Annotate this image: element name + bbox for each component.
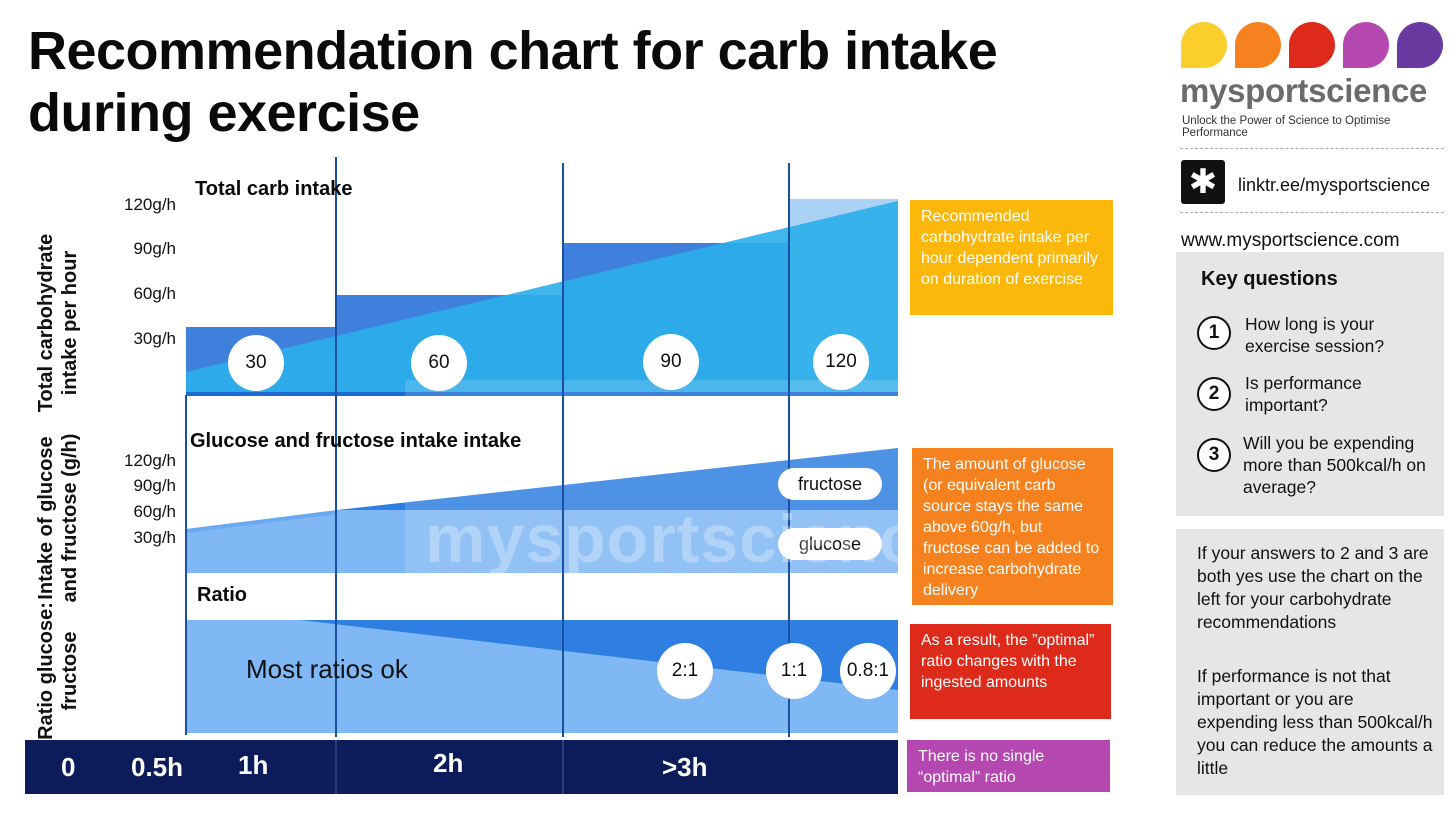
panel1-baseline — [186, 392, 898, 396]
panel1-title: Total carb intake — [195, 178, 353, 200]
p2-ytick-30: 30g/h — [133, 528, 176, 547]
advice-text-2: If performance is not that important or … — [1197, 666, 1433, 778]
p1-ytick-30: 30g/h — [133, 329, 176, 348]
time-tick-3h: >3h — [662, 752, 708, 782]
axis-left — [185, 395, 187, 735]
fructose-label: fructose — [778, 468, 882, 500]
p1-ytick-120: 120g/h — [124, 195, 176, 214]
linktree-icon: ✱ — [1181, 160, 1225, 204]
logo-drop-red — [1289, 22, 1335, 68]
step-label-120: 120 — [813, 334, 869, 390]
website-link[interactable]: www.mysportscience.com — [1181, 230, 1400, 251]
time-tick-2h: 2h — [433, 748, 464, 778]
brand-divider-2 — [1180, 212, 1444, 213]
question-2-text: Is performance important? — [1245, 373, 1362, 415]
time-tick-0: 0 — [61, 752, 76, 782]
p2-ytick-90: 90g/h — [133, 476, 176, 495]
p1-yaxis-title: Total carbohydrate intake per hour — [35, 233, 81, 413]
advice-text-1: If your answers to 2 and 3 are both yes … — [1197, 543, 1429, 632]
question-1-text: How long is your exercise session? — [1245, 314, 1385, 356]
note-yellow: Recommended carbohydrate intake per hour… — [910, 200, 1113, 315]
step-label-30: 30 — [228, 335, 284, 391]
time-axis-bar — [25, 740, 898, 794]
axis-divider-1h — [335, 740, 337, 794]
glucose-label: glucose — [778, 528, 882, 560]
p2-yaxis-title: Intake of glucose and fructose (g/h) — [35, 433, 81, 603]
question-3-text: Will you be expending more than 500kcal/… — [1243, 433, 1426, 497]
time-tick-0-5h: 0.5h — [131, 752, 184, 782]
linktree-link[interactable]: linktr.ee/mysportscience — [1238, 175, 1431, 195]
ratio-label-1-1: 1:1 — [766, 643, 822, 699]
ratio-label-2-1: 2:1 — [657, 643, 713, 699]
logo-drop-violet — [1397, 22, 1443, 68]
divider-1h — [335, 157, 337, 737]
question-1-number: 1 — [1197, 316, 1231, 350]
p1-ytick-60: 60g/h — [133, 284, 176, 303]
ratio-label-0-8-1: 0.8:1 — [840, 643, 896, 699]
logo-drop-purple — [1343, 22, 1389, 68]
p2-ytick-60: 60g/h — [133, 502, 176, 521]
logo-drop-orange — [1235, 22, 1281, 68]
page-title: Recommendation chart for carb intake dur… — [28, 21, 998, 143]
panel3-title: Ratio — [197, 584, 247, 606]
logo-drop-yellow — [1181, 22, 1227, 68]
time-tick-1h: 1h — [238, 750, 269, 780]
question-2-number: 2 — [1197, 377, 1231, 411]
p2-ytick-120: 120g/h — [124, 451, 176, 470]
brand-divider-1 — [1180, 148, 1444, 149]
brand-logo-text: mysportscience — [1180, 72, 1428, 109]
divider-2h — [562, 163, 564, 737]
divider-3h — [788, 163, 790, 737]
step-label-90: 90 — [643, 334, 699, 390]
recommended-intake-area — [186, 201, 898, 395]
glucose-area — [186, 510, 898, 573]
p3-yaxis-title: Ratio glucose: fructose — [35, 602, 81, 740]
watermark-text: mysportscience — [425, 501, 957, 577]
step-label-60: 60 — [411, 335, 467, 391]
fructose-area — [337, 448, 898, 510]
question-3-number: 3 — [1197, 438, 1231, 472]
note-red: As a result, the ”optimal” ratio changes… — [910, 624, 1111, 719]
advice-panel — [1176, 529, 1444, 795]
p1-ytick-90: 90g/h — [133, 239, 176, 258]
ratio-wedge — [300, 620, 898, 690]
axis-divider-2h — [562, 740, 564, 794]
watermark-band — [405, 380, 1010, 580]
glucose-upper-wedge — [186, 510, 337, 533]
note-orange: The amount of glucose (or equivalent car… — [912, 448, 1113, 605]
key-questions-heading: Key questions — [1201, 268, 1338, 290]
brand-tagline: Unlock the Power of Science to Optimise … — [1182, 115, 1391, 139]
panel2-title: Glucose and fructose intake intake — [190, 430, 522, 452]
note-purple: There is no single “optimal” ratio — [907, 740, 1110, 792]
ratio-note-most-ok: Most ratios ok — [246, 654, 408, 684]
